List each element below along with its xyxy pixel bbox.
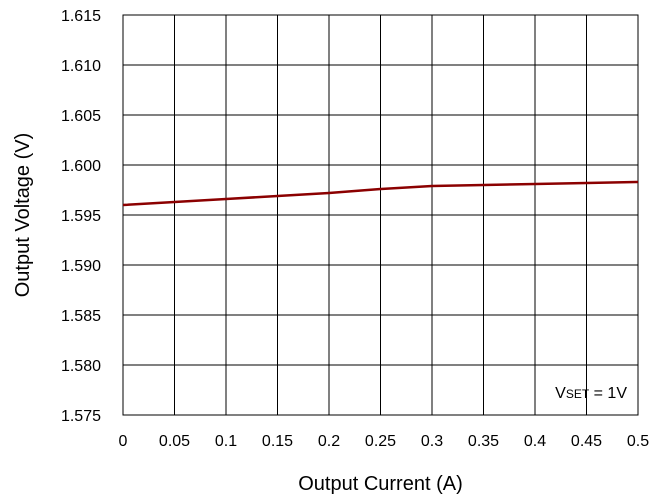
x-tick-label: 0: [119, 433, 128, 450]
vset-suffix: = 1V: [589, 385, 627, 402]
plot-frame: [122, 14, 639, 416]
x-tick-label: 0.3: [421, 433, 443, 450]
output-voltage-line: [122, 180, 639, 207]
y-tick-label: 1.615: [61, 8, 101, 25]
x-tick-label: 0.5: [627, 433, 649, 450]
y-tick-label: 1.580: [61, 358, 101, 375]
x-tick-label: 0.25: [365, 433, 396, 450]
y-axis-label: Output Voltage (V): [12, 133, 34, 298]
y-tick-label: 1.600: [61, 158, 101, 175]
grid: [123, 15, 638, 415]
x-tick-label: 0.35: [468, 433, 499, 450]
vset-subscript: SET: [566, 387, 590, 401]
y-tick-label: 1.575: [61, 408, 101, 425]
vset-prefix: V: [555, 385, 566, 402]
y-tick-label: 1.610: [61, 58, 101, 75]
y-tick-label: 1.595: [61, 208, 101, 225]
x-tick-label: 0.05: [159, 433, 190, 450]
x-tick-label: 0.4: [524, 433, 546, 450]
vset-annotation: VSET = 1V: [555, 385, 627, 402]
x-tick-label: 0.2: [318, 433, 340, 450]
x-tick-label: 0.1: [215, 433, 237, 450]
x-tick-label: 0.45: [571, 433, 602, 450]
series-layer: [122, 180, 639, 207]
y-tick-label: 1.605: [61, 108, 101, 125]
y-tick-label: 1.590: [61, 258, 101, 275]
tick-labels: 0 0.05 0.1 0.15 0.2 0.25 0.3 0.35 0.4 0.45 0.5 1.57…: [61, 8, 649, 450]
y-tick-label: 1.585: [61, 308, 101, 325]
x-axis-label: Output Current (A): [298, 473, 463, 495]
x-tick-label: 0.15: [262, 433, 293, 450]
